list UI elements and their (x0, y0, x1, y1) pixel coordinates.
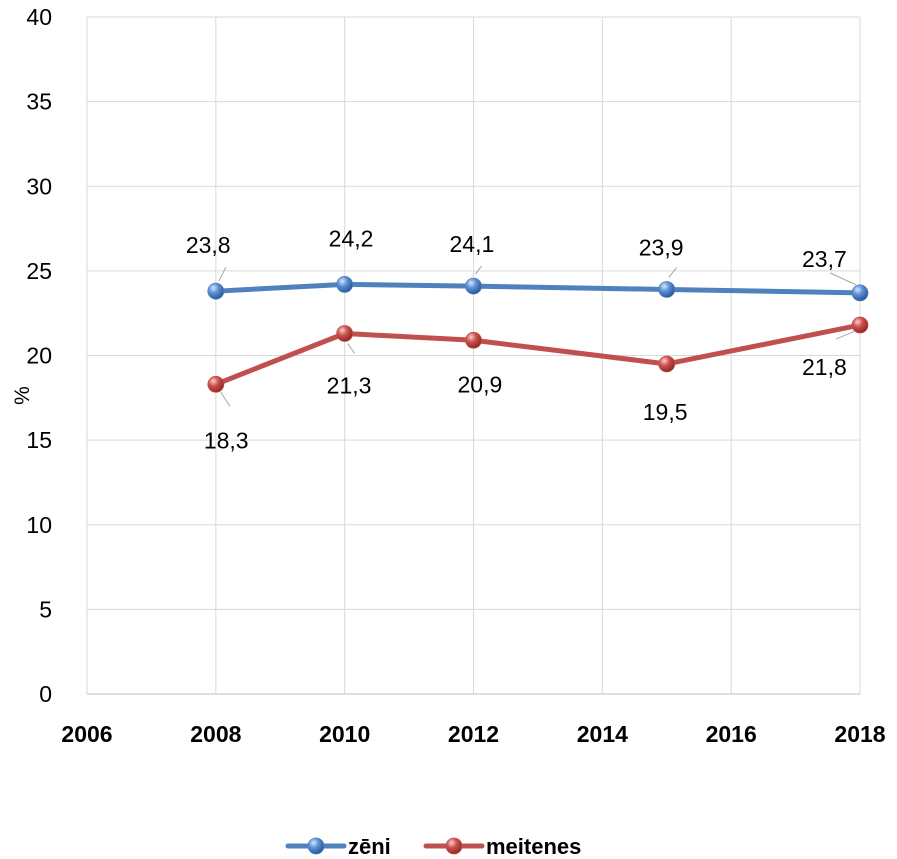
x-tick-label: 2008 (190, 721, 241, 747)
data-point (465, 331, 482, 349)
x-tick-label: 2016 (706, 721, 757, 747)
data-label: 20,9 (458, 371, 503, 397)
data-label: 24,1 (450, 231, 495, 257)
data-label: 21,8 (802, 354, 847, 380)
x-tick-label: 2006 (61, 721, 112, 747)
leader-line (220, 392, 231, 407)
x-tick-label: 2010 (319, 721, 370, 747)
legend-marker-1 (445, 837, 463, 855)
x-tick-label: 2012 (448, 721, 499, 747)
y-tick-label: 10 (26, 512, 52, 538)
data-point (336, 325, 354, 342)
legend-label-1: meitenes (486, 834, 581, 859)
axes (86, 17, 860, 695)
y-tick-label: 35 (26, 89, 52, 115)
y-tick-label: 30 (26, 173, 52, 199)
leader-line (218, 266, 227, 282)
data-label: 23,7 (802, 246, 847, 272)
series-line-1 (213, 322, 863, 387)
y-tick-label: 15 (26, 427, 52, 453)
data-point (336, 276, 354, 293)
data-point (207, 282, 225, 300)
data-labels: 23,8 24,2 24,1 23,9 23,7 18,3 21,3 20,9 19,5 21,8 (186, 225, 857, 453)
data-point (465, 277, 482, 295)
grid-lines (87, 16, 861, 694)
series-line-0 (213, 281, 863, 296)
x-axis-ticks: 2006 2008 2010 2012 2014 2016 2018 (61, 721, 885, 747)
leader-line (347, 343, 356, 354)
data-label: 21,3 (327, 372, 372, 398)
leader-line (668, 267, 678, 278)
data-label: 23,8 (186, 232, 231, 258)
legend: zēni meitenes (285, 834, 581, 859)
data-point (851, 284, 869, 302)
data-label: 23,9 (639, 234, 684, 260)
series-layer (207, 276, 869, 393)
leader-line (835, 330, 856, 340)
x-tick-label: 2014 (577, 721, 628, 747)
leader-line (475, 265, 482, 275)
data-label: 18,3 (204, 427, 249, 453)
y-tick-label: 20 (26, 343, 52, 369)
y-tick-label: 0 (39, 681, 52, 707)
y-tick-label: 40 (26, 4, 52, 30)
y-axis-label: % (11, 386, 34, 405)
data-point (658, 355, 676, 373)
legend-marker-0 (307, 837, 325, 855)
data-point (207, 375, 225, 393)
y-axis-ticks: 0 5 10 15 20 25 30 35 40 (26, 4, 52, 707)
data-point (851, 316, 869, 334)
y-tick-label: 25 (26, 258, 52, 284)
x-tick-label: 2018 (834, 721, 885, 747)
data-label: 24,2 (329, 225, 374, 251)
data-point (658, 281, 676, 298)
y-tick-label: 5 (39, 596, 52, 622)
leader-line (829, 272, 857, 286)
data-label: 19,5 (643, 399, 688, 425)
legend-label-0: zēni (348, 834, 391, 859)
